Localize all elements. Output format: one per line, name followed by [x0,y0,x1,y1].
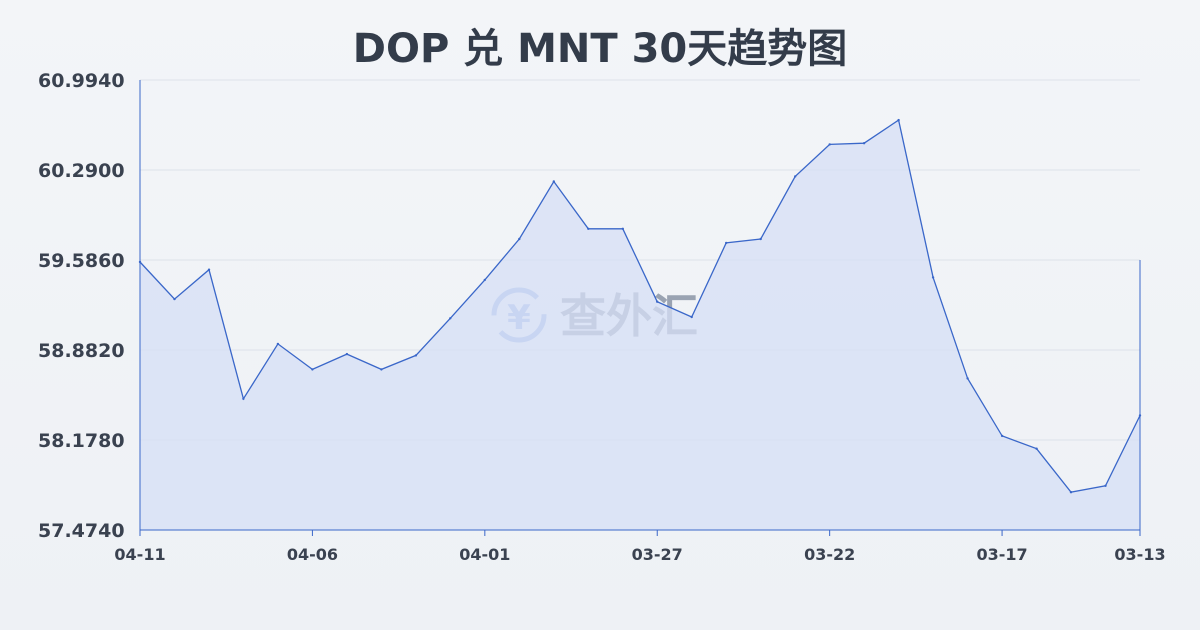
data-point [966,377,969,380]
y-tick-label: 59.5860 [38,250,125,272]
data-point [207,268,211,271]
data-point [1035,447,1038,450]
y-tick-label: 58.8820 [38,340,125,362]
data-point [690,315,693,319]
data-point [552,180,555,183]
data-point [828,143,831,146]
data-point [1138,414,1142,417]
axes [139,80,1141,531]
x-tick-label: 04-01 [459,545,510,564]
series-line [139,119,1141,493]
data-point [138,260,142,264]
chart-title: DOP 兑 MNT 30天趋势图 [352,26,848,72]
data-point [621,227,624,230]
data-point [931,276,935,279]
x-tick-label: 03-13 [1114,545,1165,564]
data-point [242,397,245,400]
data-point [1000,434,1004,438]
data-point [897,118,900,122]
data-points [138,118,1142,494]
area-fill [140,120,1140,530]
x-tick-label: 04-11 [114,545,165,564]
data-point [173,297,176,301]
y-axis-ticks: 60.9940 60.2900 59.5860 58.8820 58.1780 57.47… [38,70,125,542]
data-point [345,352,349,356]
series-area [140,120,1140,530]
data-point [449,317,452,320]
series-line-path [139,119,1141,493]
x-tick-label: 03-17 [976,545,1027,564]
x-tick-label: 03-27 [632,545,683,564]
y-tick-label: 58.1780 [38,430,125,452]
data-point [725,241,728,245]
data-point [483,278,486,282]
data-point [311,368,314,371]
y-tick-label: 60.2900 [38,160,125,182]
data-point [794,175,797,178]
data-point [759,237,762,241]
data-point [656,300,659,303]
data-point [276,342,280,346]
data-point [587,227,590,230]
x-tick-label: 04-06 [287,545,338,564]
data-point [414,354,418,357]
y-tick-label: 60.9940 [38,70,125,92]
y-tick-label: 57.4740 [38,520,125,542]
data-point [862,142,866,145]
x-axis-ticks: 04-11 04-06 04-01 03-27 03-22 03-17 03-13 [114,530,1166,564]
data-point [1104,484,1107,487]
data-point [1069,491,1073,494]
data-point [380,368,383,371]
x-tick-label: 03-22 [804,545,855,564]
data-point [518,237,521,241]
